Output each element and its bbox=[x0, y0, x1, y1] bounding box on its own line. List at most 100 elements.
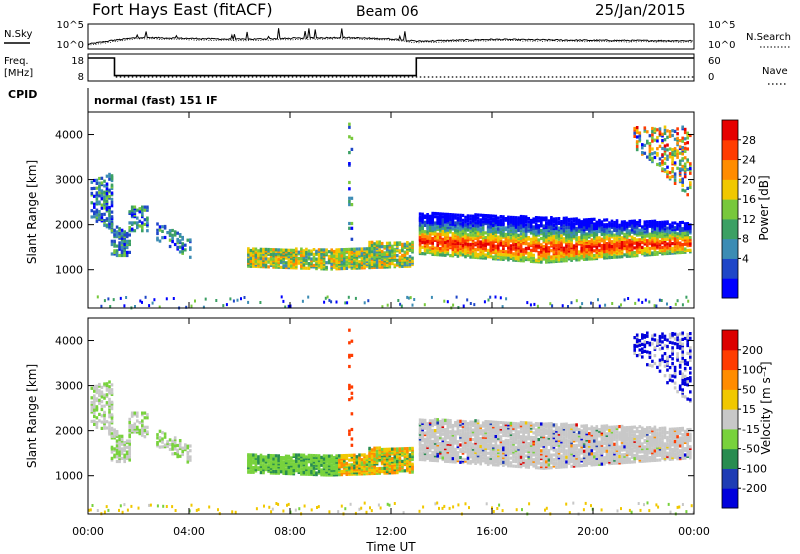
heatmap-cell bbox=[555, 234, 558, 238]
heatmap-cell bbox=[93, 202, 96, 206]
heatmap-cell bbox=[461, 432, 465, 436]
heatmap-cell bbox=[610, 240, 614, 244]
heatmap-cell bbox=[555, 231, 558, 235]
heatmap-cell bbox=[365, 472, 369, 476]
heatmap-cell bbox=[118, 231, 121, 236]
heatmap-cell bbox=[254, 247, 258, 251]
heatmap-cell bbox=[307, 453, 311, 457]
y-tick-label: 3000 bbox=[55, 174, 83, 187]
heatmap-cell bbox=[638, 228, 642, 232]
heatmap-cell bbox=[646, 248, 649, 252]
heatmap-cell bbox=[446, 216, 450, 220]
heatmap-cell bbox=[284, 467, 288, 471]
heatmap-cell bbox=[173, 242, 177, 247]
heatmap-cell bbox=[469, 250, 472, 254]
heatmap-cell bbox=[120, 456, 124, 460]
heatmap-cell bbox=[658, 235, 662, 239]
heatmap-cell bbox=[550, 236, 553, 240]
heatmap-cell bbox=[522, 224, 525, 228]
heatmap-cell bbox=[383, 466, 386, 470]
heatmap-cell bbox=[608, 221, 611, 225]
heatmap-cell bbox=[262, 458, 265, 462]
heatmap-cell bbox=[446, 249, 450, 253]
heatmap-cell bbox=[486, 225, 490, 229]
heatmap-cell bbox=[108, 388, 111, 392]
heatmap-cell bbox=[494, 230, 498, 234]
heatmap-cell bbox=[423, 249, 427, 253]
heatmap-cell bbox=[638, 238, 642, 242]
heatmap-cell bbox=[651, 133, 654, 137]
heatmap-cell bbox=[565, 255, 568, 260]
heatmap-cell bbox=[399, 302, 402, 306]
heatmap-cell bbox=[133, 425, 137, 429]
heatmap-cell bbox=[545, 229, 548, 233]
heatmap-cell bbox=[641, 225, 644, 229]
heatmap-cell bbox=[418, 242, 422, 246]
heatmap-cell bbox=[100, 195, 104, 199]
heatmap-cell bbox=[439, 454, 442, 458]
heatmap-cell bbox=[348, 251, 351, 255]
heatmap-cell bbox=[509, 236, 513, 240]
heatmap-cell bbox=[449, 453, 452, 457]
heatmap-cell bbox=[590, 241, 594, 245]
heatmap-cell bbox=[380, 252, 384, 257]
heatmap-cell bbox=[171, 233, 174, 237]
heatmap-cell bbox=[295, 250, 298, 254]
heatmap-cell bbox=[560, 248, 563, 252]
heatmap-cell bbox=[350, 237, 354, 241]
heatmap-cell bbox=[95, 219, 99, 223]
heatmap-cell bbox=[262, 463, 265, 467]
heatmap-cell bbox=[325, 261, 328, 265]
heatmap-cell bbox=[120, 452, 124, 456]
heatmap-cell bbox=[252, 249, 255, 253]
heatmap-cell bbox=[327, 454, 331, 458]
heatmap-cell bbox=[522, 215, 525, 219]
heatmap-cell bbox=[524, 226, 528, 230]
heatmap-cell bbox=[560, 229, 563, 233]
heatmap-cell bbox=[110, 210, 114, 214]
heatmap-cell bbox=[473, 303, 476, 307]
heatmap-cell bbox=[449, 254, 452, 258]
heatmap-cell bbox=[173, 441, 177, 445]
heatmap-cell bbox=[666, 234, 669, 238]
heatmap-cell bbox=[249, 248, 253, 253]
heatmap-cell bbox=[630, 235, 634, 239]
heatmap-cell bbox=[108, 424, 111, 428]
heatmap-cell bbox=[497, 235, 500, 239]
heatmap-cell bbox=[95, 194, 99, 198]
heatmap-cell bbox=[623, 220, 626, 224]
heatmap-cell bbox=[330, 250, 333, 254]
heatmap-cell bbox=[552, 231, 556, 235]
heatmap-cell bbox=[130, 424, 134, 428]
heatmap-cell bbox=[620, 244, 624, 248]
heatmap-cell bbox=[524, 220, 528, 224]
heatmap-cell bbox=[557, 236, 561, 240]
heatmap-cell bbox=[161, 440, 164, 444]
heatmap-cell bbox=[115, 450, 119, 454]
heatmap-cell bbox=[529, 251, 533, 256]
heatmap-cell bbox=[635, 135, 639, 139]
heatmap-cell bbox=[671, 174, 674, 179]
heatmap-cell bbox=[189, 246, 192, 250]
heatmap-cell bbox=[600, 226, 604, 230]
heatmap-cell bbox=[385, 244, 389, 249]
noise-plot bbox=[87, 28, 693, 46]
heatmap-cell bbox=[648, 146, 652, 150]
heatmap-cell bbox=[492, 255, 495, 259]
heatmap-cell bbox=[259, 247, 263, 251]
heatmap-cell bbox=[663, 157, 667, 161]
heatmap-cell bbox=[274, 265, 278, 269]
heatmap-cell bbox=[663, 241, 667, 245]
heatmap-cell bbox=[287, 248, 291, 252]
heatmap-cell bbox=[638, 134, 642, 138]
heatmap-cell bbox=[588, 227, 591, 231]
heatmap-cell bbox=[110, 450, 114, 454]
heatmap-cell bbox=[479, 218, 482, 222]
heatmap-cell bbox=[593, 227, 596, 231]
heatmap-cell bbox=[128, 210, 131, 214]
heatmap-cell bbox=[433, 249, 437, 253]
heatmap-cell bbox=[537, 233, 541, 237]
heatmap-cell bbox=[668, 228, 672, 232]
heatmap-cell bbox=[446, 418, 450, 422]
heatmap-cell bbox=[527, 217, 530, 221]
